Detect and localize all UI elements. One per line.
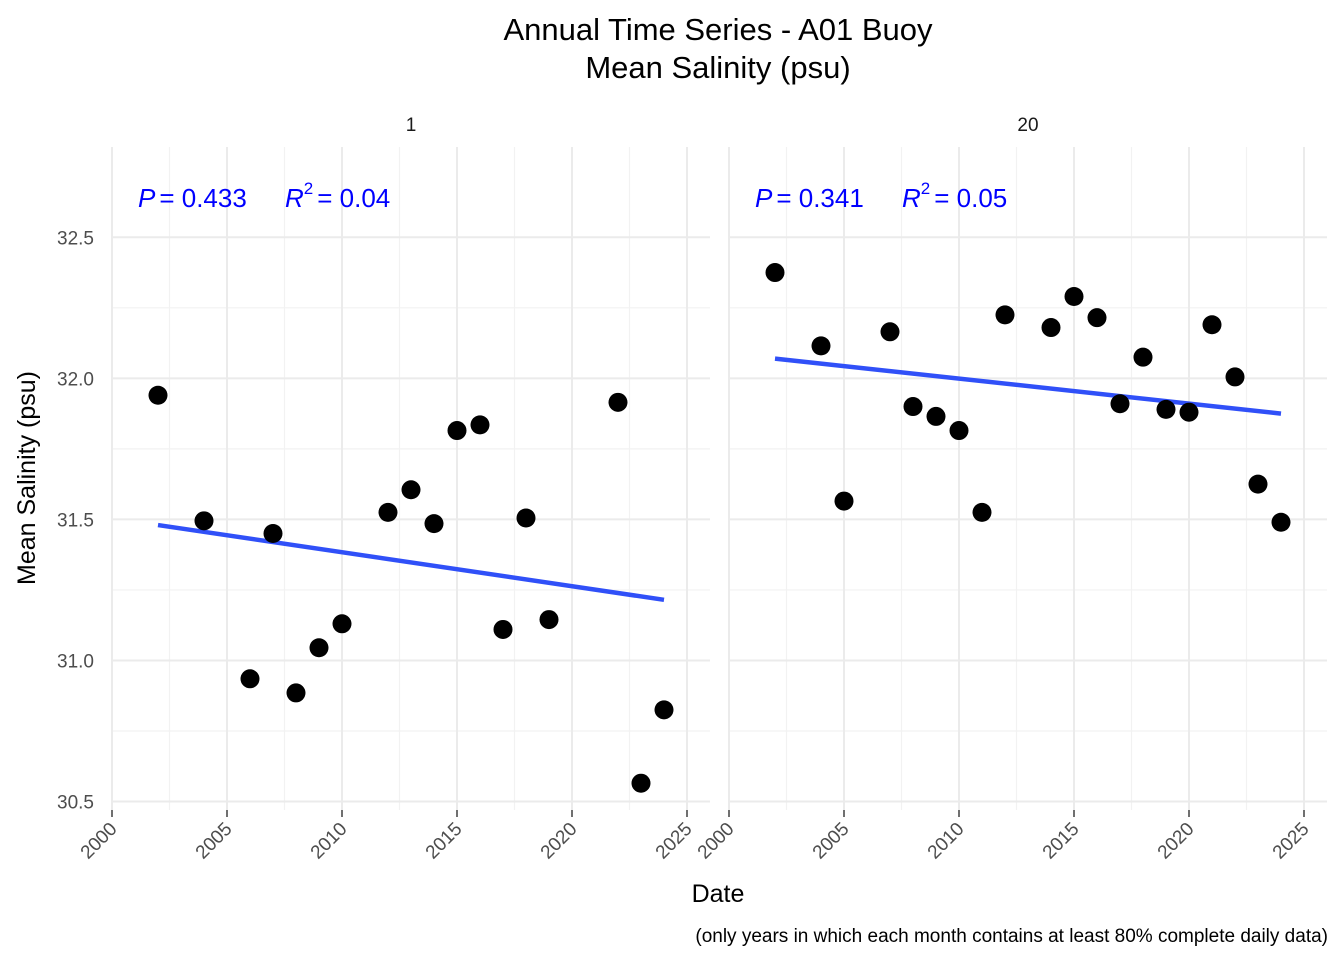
r-superscript: 2 [304,179,313,198]
x-tick-label: 2005 [809,819,854,864]
data-point [608,392,628,412]
data-point [926,406,946,426]
data-point [1064,287,1084,307]
p-value: = 0.341 [776,183,863,213]
y-tick-label: 31.5 [57,510,94,531]
x-tick-label: 2025 [652,819,697,864]
data-point [424,514,444,534]
r-symbol: R [285,183,304,213]
trend-line [774,356,1282,416]
data-point [949,421,969,441]
panel-strip-label: 20 [1017,115,1038,136]
data-point [516,508,536,528]
p-symbol: P [755,183,773,213]
chart-caption: (only years in which each month contains… [695,926,1328,947]
panel-grid [728,147,1327,810]
data-point [240,669,260,689]
r-superscript: 2 [921,179,930,198]
panel-strip-label: 1 [406,115,417,136]
data-point [765,263,785,283]
data-point [1179,402,1199,422]
x-tick-label: 2020 [1154,819,1199,864]
x-tick-label: 2000 [77,819,122,864]
r-squared-value: = 0.04 [317,183,390,213]
data-point [470,415,490,435]
p-value-annotation: P = 0.341 [755,183,864,213]
data-point [903,397,923,417]
y-tick-label: 31.0 [57,651,94,672]
data-point [631,773,651,793]
x-tick-label: 2000 [694,819,739,864]
data-point [1225,367,1245,387]
panel-1: 1 30.5 31.0 31.5 32.0 32.5 2000 2005 2010 2015 202… [57,115,710,863]
data-point [972,502,992,522]
data-point [1248,474,1268,494]
data-point [378,502,398,522]
x-axis-title: Date [692,880,745,908]
data-point [880,322,900,342]
data-point [493,619,513,639]
data-point [834,491,854,511]
y-axis-title: Mean Salinity (psu) [13,371,41,585]
data-point [1087,308,1107,328]
x-tick-label: 2010 [307,819,352,864]
x-tick-label: 2005 [192,819,237,864]
data-point [194,511,214,531]
data-point [1133,347,1153,367]
data-point [332,614,352,634]
p-symbol: P [138,183,156,213]
data-point [654,700,674,720]
r-squared-annotation: R2 = 0.04 [285,179,390,213]
data-point [447,421,467,441]
data-point [1110,394,1130,414]
data-point [995,305,1015,325]
data-point [286,683,306,703]
data-point [1156,399,1176,419]
r-symbol: R [902,183,921,213]
data-point [1271,512,1291,532]
x-tick-label: 2015 [1039,819,1084,864]
y-tick-label: 32.0 [57,369,94,390]
p-value: = 0.433 [159,183,246,213]
r-squared-value: = 0.05 [934,183,1007,213]
data-point [811,336,831,356]
x-tick-label: 2010 [924,819,969,864]
data-point [148,385,168,405]
data-point [539,610,559,630]
data-point [401,480,421,500]
p-value-annotation: P = 0.433 [138,183,247,213]
r-squared-annotation: R2 = 0.05 [902,179,1007,213]
data-point [1202,315,1222,335]
chart-subtitle: Mean Salinity (psu) [585,50,850,85]
x-tick-label: 2015 [422,819,467,864]
panel-grid [111,147,710,810]
trend-line [157,522,665,603]
y-tick-label: 32.5 [57,228,94,249]
data-point [309,638,329,658]
data-point [263,524,283,544]
chart-title: Annual Time Series - A01 Buoy [503,12,933,47]
y-tick-label: 30.5 [57,793,94,814]
x-tick-label: 2025 [1269,819,1314,864]
data-point [1041,318,1061,338]
x-tick-label: 2020 [537,819,582,864]
